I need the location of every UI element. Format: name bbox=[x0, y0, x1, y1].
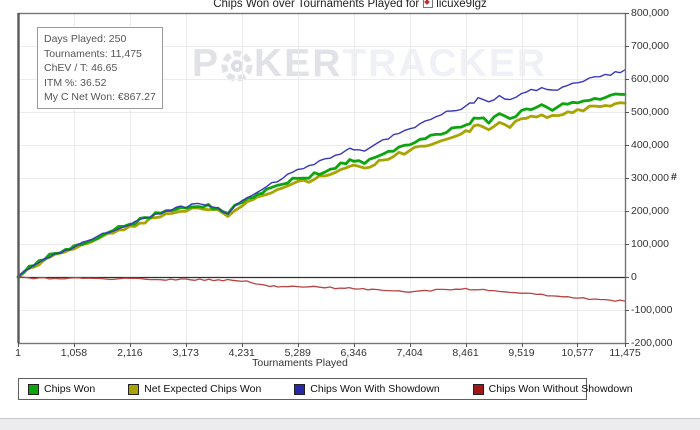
legend-label: Net Expected Chips Won bbox=[144, 383, 262, 395]
stats-box: Days Played: 250 Tournaments: 11,475 ChEV … bbox=[37, 27, 163, 109]
y-tick-label: -100,000 bbox=[631, 304, 673, 316]
legend-swatch-icon bbox=[294, 383, 306, 395]
watermark-poker-ker: KER bbox=[254, 42, 343, 85]
x-axis-title: Tournaments Played bbox=[252, 357, 348, 369]
window-bottom-bar bbox=[0, 418, 700, 430]
x-tick-label: 11,475 bbox=[609, 347, 641, 359]
y-tick-label: 400,000 bbox=[631, 139, 669, 151]
pokertracker-watermark: P KER TRACKER bbox=[192, 41, 547, 87]
legend-item: Net Expected Chips Won bbox=[128, 383, 261, 395]
y-tick-label: 300,000 bbox=[631, 172, 669, 184]
y-tick-label: 700,000 bbox=[631, 40, 669, 52]
legend-item: Chips Won With Showdown bbox=[294, 383, 440, 395]
x-tick-label: 3,173 bbox=[172, 347, 199, 359]
chart-title-text: Chips Won over Tournaments Played for bbox=[213, 0, 420, 10]
x-tick-label: 10,577 bbox=[561, 347, 594, 359]
player-name: licuxe9lgz bbox=[436, 0, 487, 10]
x-tick-label: 1 bbox=[15, 347, 21, 359]
y-tick-label: 800,000 bbox=[631, 7, 669, 19]
x-tick-label: 7,404 bbox=[396, 347, 423, 359]
x-tick-label: 6,346 bbox=[340, 347, 367, 359]
legend-swatch-icon bbox=[472, 383, 484, 395]
watermark-poker-p: P bbox=[192, 42, 221, 85]
stat-line: ITM %: 36.52 bbox=[44, 76, 107, 89]
legend-label: Chips Won Without Showdown bbox=[488, 383, 633, 395]
x-tick-label: 2,116 bbox=[117, 347, 143, 359]
legend-item: Chips Won bbox=[28, 383, 95, 395]
chart-title: Chips Won over Tournaments Played for lic… bbox=[0, 0, 700, 10]
legend-label: Chips Won With Showdown bbox=[310, 383, 440, 395]
player-site-icon bbox=[423, 0, 434, 8]
watermark-tracker: TRACKER bbox=[342, 42, 548, 85]
y-tick-label: 200,000 bbox=[631, 205, 669, 217]
x-tick-label: 5,289 bbox=[284, 347, 311, 359]
legend-swatch-icon bbox=[28, 383, 39, 395]
y-tick-label: -200,000 bbox=[631, 337, 673, 349]
y-tick-label: 600,000 bbox=[631, 73, 669, 85]
stat-line: ChEV / T: 46.65 bbox=[44, 62, 118, 74]
x-tick-label: 9,519 bbox=[508, 347, 535, 359]
y-tick-label: 500,000 bbox=[631, 106, 669, 118]
y-axis-title: # bbox=[671, 171, 677, 183]
x-tick-label: 8,461 bbox=[452, 347, 479, 359]
poker-chip-icon bbox=[221, 50, 253, 82]
x-tick-label: 1,058 bbox=[60, 347, 88, 359]
legend-swatch-icon bbox=[128, 383, 140, 395]
y-tick-label: 100,000 bbox=[631, 238, 669, 250]
legend-label: Chips Won bbox=[44, 383, 96, 395]
stat-line: Tournaments: 11,475 bbox=[44, 47, 142, 60]
stat-line: Days Played: 250 bbox=[44, 33, 127, 45]
legend-item: Chips Won Without Showdown bbox=[472, 383, 633, 395]
x-tick-label: 4,231 bbox=[228, 347, 255, 359]
y-tick-label: 0 bbox=[631, 271, 637, 283]
stat-line: My C Net Won: €867.27 bbox=[44, 91, 156, 103]
legend: Chips Won Net Expected Chips Won Chips Won… bbox=[18, 378, 633, 400]
